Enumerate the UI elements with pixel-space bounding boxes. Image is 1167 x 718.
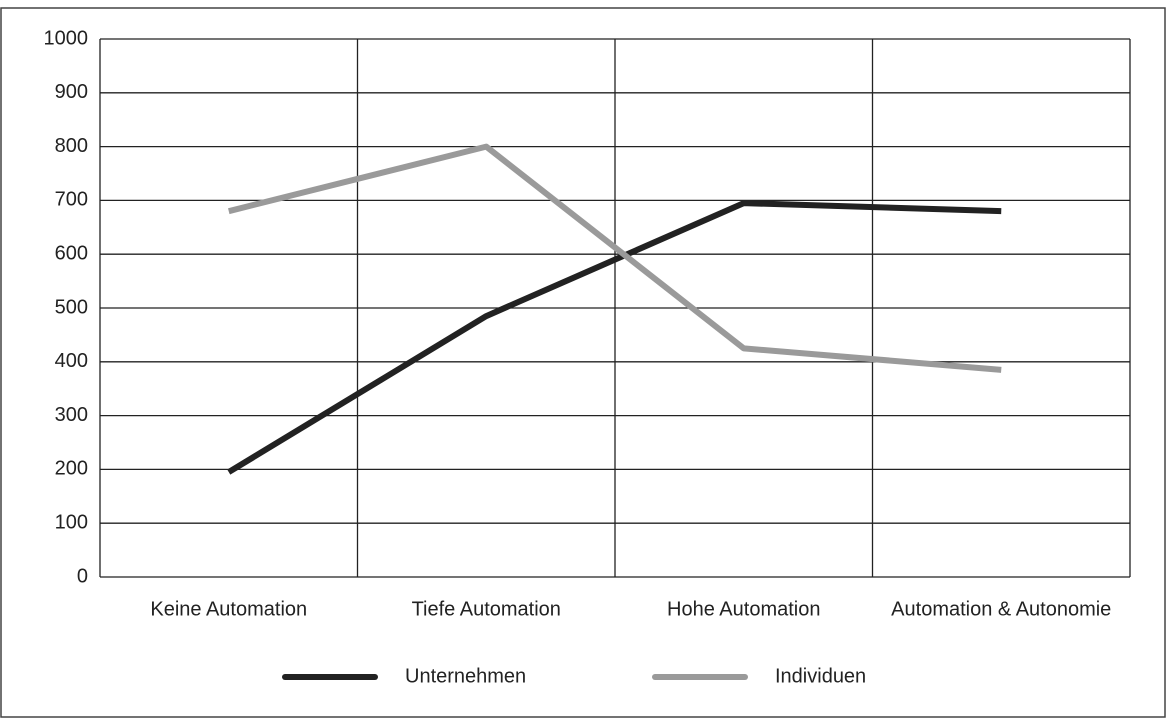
y-tick-label: 1000 [44,27,89,49]
y-tick-label: 600 [55,242,88,264]
y-tick-label: 100 [55,511,88,533]
y-tick-label: 0 [77,565,88,587]
y-tick-label: 900 [55,81,88,103]
y-tick-label: 200 [55,458,88,480]
y-tick-label: 500 [55,296,88,318]
y-tick-label: 800 [55,135,88,157]
x-tick-label: Hohe Automation [667,598,820,620]
series-line [228,143,1002,373]
legend-label: Unternehmen [405,665,526,687]
y-tick-label: 300 [55,404,88,426]
x-tick-label: Automation & Autonomie [891,598,1111,620]
legend-label: Individuen [775,665,866,687]
x-tick-label: Keine Automation [150,598,307,620]
y-tick-label: 400 [55,350,88,372]
y-tick-label: 700 [55,189,88,211]
frame [0,7,1166,718]
series-line [227,200,1002,475]
x-tick-label: Tiefe Automation [412,598,561,620]
